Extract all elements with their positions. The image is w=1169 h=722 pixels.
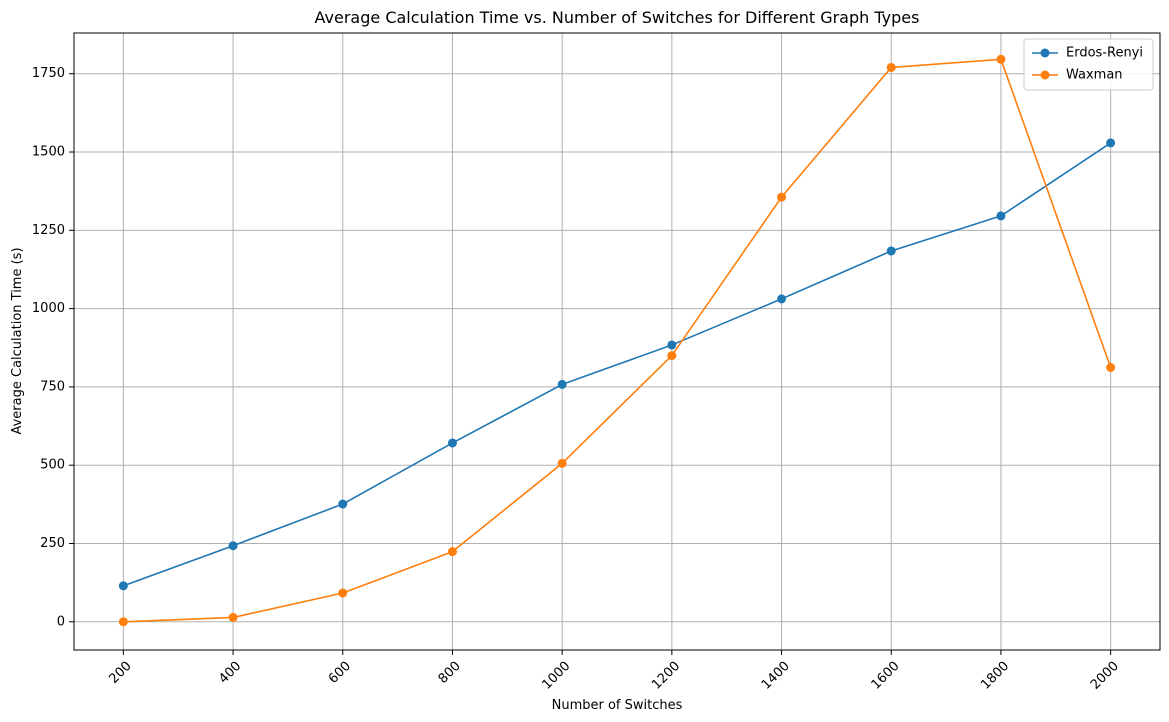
legend-label-erdos-renyi: Erdos-Renyi — [1066, 46, 1143, 61]
legend-label-waxman: Waxman — [1066, 68, 1123, 83]
plot-frame — [73, 32, 1161, 651]
data-point-waxman — [557, 458, 567, 468]
data-point-waxman — [338, 588, 348, 598]
legend-swatch-marker-erdos-renyi — [1040, 48, 1050, 58]
chart-title: Average Calculation Time vs. Number of S… — [315, 8, 920, 27]
data-point-waxman — [886, 62, 896, 72]
data-point-erdos-renyi — [667, 340, 677, 350]
data-point-erdos-renyi — [1106, 138, 1116, 148]
data-point-erdos-renyi — [447, 438, 457, 448]
data-point-waxman — [996, 54, 1006, 64]
data-point-waxman — [777, 192, 787, 202]
data-point-erdos-renyi — [228, 541, 238, 551]
data-point-waxman — [1106, 362, 1116, 372]
data-point-waxman — [667, 351, 677, 361]
y-tick-label: 0 — [57, 614, 65, 629]
x-tick-label: 200 — [107, 659, 135, 687]
y-tick-label: 500 — [40, 458, 65, 473]
y-tick-label: 1750 — [32, 66, 65, 81]
x-tick-label: 1400 — [759, 659, 793, 693]
x-tick-label: 1600 — [869, 659, 903, 693]
legend-box — [1023, 38, 1154, 91]
x-tick-label: 400 — [216, 659, 244, 687]
series-waxman — [118, 54, 1116, 627]
x-tick-label: 800 — [436, 659, 464, 687]
y-tick-label: 1000 — [32, 301, 65, 316]
data-point-erdos-renyi — [338, 499, 348, 509]
x-tick-label: 1000 — [539, 659, 573, 693]
series-erdos-renyi — [118, 138, 1116, 591]
data-point-waxman — [228, 612, 238, 622]
data-point-erdos-renyi — [886, 246, 896, 256]
data-point-waxman — [118, 617, 128, 627]
series-line-waxman — [123, 58, 1112, 623]
data-point-erdos-renyi — [777, 294, 787, 304]
series-line-erdos-renyi — [123, 142, 1112, 587]
x-axis-title: Number of Switches — [552, 698, 683, 713]
data-point-waxman — [447, 547, 457, 557]
y-tick-label: 1500 — [32, 145, 65, 160]
x-tick-label: 600 — [326, 659, 354, 687]
y-tick-label: 250 — [40, 536, 65, 551]
data-point-erdos-renyi — [996, 211, 1006, 221]
y-tick-label: 1250 — [32, 223, 65, 238]
x-tick-label: 1800 — [978, 659, 1012, 693]
data-point-erdos-renyi — [557, 379, 567, 389]
x-tick-label: 2000 — [1088, 659, 1122, 693]
series-layer — [118, 54, 1116, 627]
y-axis-title: Average Calculation Time (s) — [10, 247, 25, 434]
y-tick-label: 750 — [40, 379, 65, 394]
legend: Erdos-Renyi Waxman — [1023, 38, 1154, 91]
x-tick-label: 1200 — [649, 659, 683, 693]
legend-swatch-marker-waxman — [1040, 70, 1050, 80]
data-point-erdos-renyi — [118, 581, 128, 591]
grid — [74, 33, 1160, 650]
